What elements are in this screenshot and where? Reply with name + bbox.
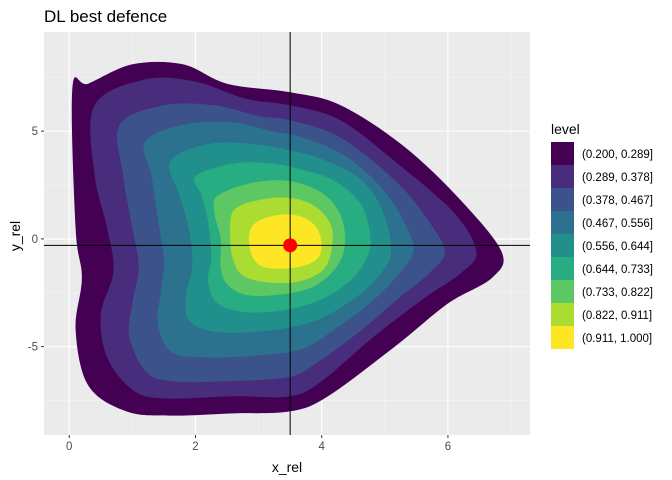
y-tick-label: -5 — [28, 342, 38, 354]
axis-ticks: 0 2 4 6 -5 0 5 — [28, 126, 451, 453]
legend-title: level — [551, 121, 580, 137]
legend-label-1: (0.200, 0.289] — [582, 149, 653, 161]
legend-swatch-4 — [551, 211, 574, 234]
x-axis-title: x_rel — [272, 459, 302, 475]
x-tick-label: 0 — [66, 441, 72, 453]
x-tick-label: 4 — [319, 441, 326, 453]
legend-label-9: (0.911, 1.000] — [582, 333, 652, 345]
legend-label-6: (0.644, 0.733] — [582, 264, 653, 276]
legend-label-4: (0.467, 0.556] — [582, 218, 653, 230]
marker-layer — [283, 238, 298, 253]
y-axis-title: y_rel — [7, 221, 23, 251]
chart-title: DL best defence — [44, 7, 167, 26]
y-tick-label: 0 — [32, 234, 38, 246]
legend-swatch-3 — [551, 188, 574, 211]
x-tick-label: 6 — [445, 441, 451, 453]
x-tick-label: 2 — [192, 441, 198, 453]
contour-bands — [71, 61, 504, 416]
legend-swatch-6 — [551, 257, 574, 280]
y-tick-label: 5 — [32, 126, 38, 138]
legend-label-7: (0.733, 0.822] — [582, 287, 653, 299]
legend-swatch-1 — [551, 142, 574, 165]
legend-swatch-7 — [551, 280, 574, 303]
legend-swatch-2 — [551, 165, 574, 188]
legend-label-5: (0.556, 0.644] — [582, 241, 653, 253]
legend: level (0.200, 0.289] (0.289, 0.378] (0.378… — [551, 121, 653, 349]
legend-swatch-9 — [551, 326, 574, 349]
legend-label-3: (0.378, 0.467] — [582, 195, 653, 207]
legend-label-2: (0.289, 0.378] — [582, 172, 653, 184]
legend-swatch-8 — [551, 303, 574, 326]
legend-label-8: (0.822, 0.911] — [582, 310, 652, 322]
legend-swatch-5 — [551, 234, 574, 257]
center-marker-point — [283, 238, 298, 253]
